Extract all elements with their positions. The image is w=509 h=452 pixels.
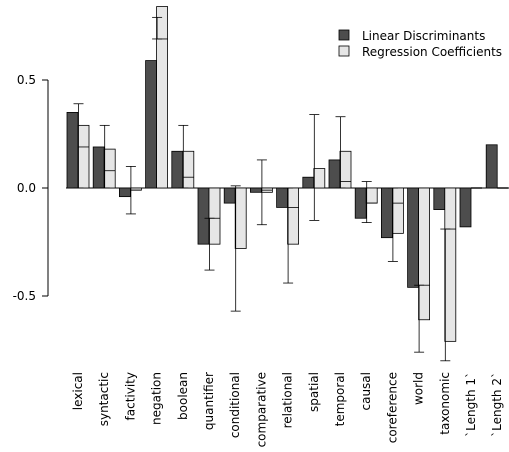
bar-linear-discriminants-boolean [171,150,184,189]
y-tick-label: 0.0 [17,181,36,195]
legend-label-linear-discriminants: Linear Discriminants [362,29,485,43]
bar-regression-coefficients-lexical [77,124,90,189]
bar-regression-coefficients-spatial [313,168,326,189]
error-bar-boolean [178,124,189,189]
bar-regression-coefficients-causal [365,187,378,204]
bar-linear-discriminants-conditional [223,187,236,204]
bar-group-spatial [302,168,326,189]
bar-regression-coefficients-taxonomic [444,187,457,342]
x-tick-label-comparative: comparative [254,372,268,447]
x-tick-label-lexical: lexical [71,372,85,410]
x-tick-label-boolean: boolean [176,372,190,420]
bar-regression-coefficients-syntactic [103,148,116,189]
bar-linear-discriminants-world [407,187,420,288]
bar-group-factivity [119,187,142,198]
bar-regression-coefficients-conditional [234,187,247,249]
error-bar-comparative [256,159,267,226]
error-bar-syntactic [99,124,110,189]
error-bar-conditional [230,185,241,312]
bar-linear-discriminants-factivity [119,187,131,198]
bar-linear-discriminants-negation [145,60,158,189]
bar-group-quantifier [197,187,221,245]
bar-linear-discriminants-coreference [380,187,393,239]
bar-linear-discriminants-spatial [302,176,315,189]
error-bar-negation [152,16,163,40]
bar-group-syntactic [92,146,116,189]
error-bar-factivity [125,165,136,215]
bar-groups [66,6,509,342]
bar-group-comparative [249,187,273,193]
bar-group-negation [145,6,169,189]
x-tick-label-causal: causal [359,372,373,411]
x-tick-label-factivity: factivity [123,372,137,420]
bar-regression-coefficients-quantifier [208,187,221,245]
bar-regression-coefficients-relational [287,187,300,245]
x-tick-label-syntactic: syntactic [97,372,111,426]
x-tick-label-conditional: conditional [228,372,242,438]
y-axis: 0.5 0.0 -0.5 [13,73,49,303]
bar-linear-discriminants-length-1 [459,187,472,228]
bar-regression-coefficients-boolean [182,150,195,189]
x-tick-label-world: world [412,372,426,405]
x-tick-label-negation: negation [150,372,164,425]
bar-group-lexical [66,112,90,189]
y-tick-label: 0.5 [17,73,36,87]
x-tick-label-temporal: temporal [333,372,347,426]
bar-group-causal [354,187,378,219]
bar-regression-coefficients-temporal [339,150,352,189]
x-tick-label-relational: relational [281,372,295,428]
x-tick-label-length-2: `Length 2` [490,372,504,437]
error-bar-lexical [73,103,84,189]
legend: Linear Discriminants Regression Coeffici… [338,29,502,59]
bar-linear-discriminants-relational [276,187,289,208]
bar-group-relational [276,187,300,245]
error-bar-coreference [387,187,398,262]
error-bar-taxonomic [440,228,451,362]
bar-group-taxonomic [433,187,457,342]
legend-swatch-linear-discriminants [338,29,350,41]
bar-linear-discriminants-quantifier [197,187,210,245]
x-tick-label-coreference: coreference [385,372,399,443]
bar-group-conditional [223,187,247,249]
bar-group-coreference [380,187,404,239]
bar-linear-discriminants-lexical [66,112,79,189]
bar-linear-discriminants-syntactic [92,146,105,189]
error-bar-relational [283,187,294,284]
bar-linear-discriminants-comparative [249,187,262,193]
error-bar-spatial [309,114,320,221]
x-tick-labels: lexical syntactic factivity negation boolean… [71,372,504,447]
bar-linear-discriminants-causal [354,187,367,219]
error-bar-quantifier [204,217,215,271]
x-tick-label-length-1: `Length 1` [464,372,478,437]
bar-linear-discriminants-temporal [328,159,341,189]
error-bar-causal [361,181,372,223]
error-bar-temporal [335,116,346,189]
bar-group-length-2 [485,144,509,189]
bar-group-length-1 [459,187,482,228]
x-tick-label-spatial: spatial [307,372,321,412]
x-tick-label-quantifier: quantifier [202,372,216,430]
legend-swatch-regression-coefficients [338,45,350,57]
legend-label-regression-coefficients: Regression Coefficients [362,45,502,59]
bar-group-temporal [328,150,352,189]
bar-regression-coefficients-world [418,187,431,321]
bar-group-boolean [171,150,195,189]
bar-regression-coefficients-negation [156,6,169,189]
bar-group-world [407,187,431,321]
bar-linear-discriminants-length-2 [485,144,498,189]
bar-linear-discriminants-taxonomic [433,187,446,211]
error-bar-world [414,284,425,353]
bar-regression-coefficients-coreference [391,187,404,234]
error-bars [73,16,451,362]
y-tick-label: -0.5 [13,289,36,303]
x-tick-label-taxonomic: taxonomic [438,372,452,435]
